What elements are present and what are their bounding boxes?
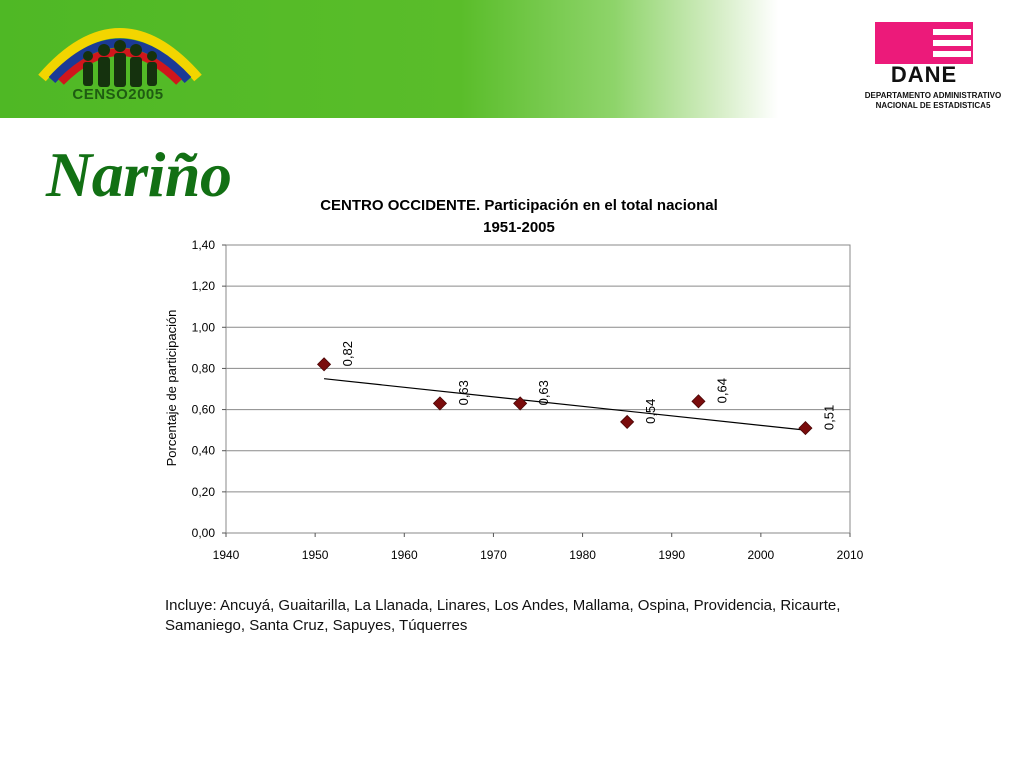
x-tick-label: 2010 <box>837 548 864 562</box>
x-tick-label: 1970 <box>480 548 507 562</box>
y-tick-label: 1,00 <box>192 320 216 334</box>
x-tick-label: 2000 <box>748 548 775 562</box>
plot-area <box>225 244 851 534</box>
footnote: Incluye: Ancuyá, Guaitarilla, La Llanada… <box>165 597 841 634</box>
data-point <box>620 414 635 429</box>
data-label: 0,82 <box>340 341 355 366</box>
dane-subtitle: DEPARTAMENTO ADMINISTRATIVO NACIONAL DE … <box>850 91 1016 111</box>
data-point <box>691 394 706 409</box>
x-tick-label: 1940 <box>213 548 240 562</box>
y-tick-label: 0,40 <box>192 444 216 458</box>
y-tick-label: 1,20 <box>192 279 216 293</box>
data-label: 0,64 <box>714 378 729 403</box>
data-label: 0,63 <box>536 380 551 405</box>
y-tick-label: 1,40 <box>192 238 216 252</box>
y-tick-label: 0,60 <box>192 403 216 417</box>
x-tick-label: 1950 <box>302 548 329 562</box>
censo-logo <box>38 28 202 87</box>
data-label: 0,51 <box>821 405 836 430</box>
trend-line <box>323 378 806 431</box>
dane-logo <box>875 22 973 84</box>
data-label: 0,63 <box>456 380 471 405</box>
dane-subtitle-line1: DEPARTAMENTO ADMINISTRATIVO <box>864 91 1002 100</box>
data-point <box>432 396 448 411</box>
page-title: Nariño <box>46 139 232 210</box>
y-axis-label: Porcentaje de participación <box>164 310 179 467</box>
chart-title-line2: 1951-2005 <box>483 219 555 236</box>
data-label: 0,54 <box>643 399 658 424</box>
data-point <box>513 396 528 411</box>
censo-label: CENSO2005 <box>72 86 164 103</box>
dane-subtitle-line2: NACIONAL DE ESTADISTICA5 <box>875 101 991 110</box>
x-tick-label: 1960 <box>391 548 418 562</box>
y-tick-label: 0,80 <box>192 361 216 375</box>
x-tick-label: 1990 <box>658 548 685 562</box>
data-point <box>316 357 332 372</box>
data-point <box>798 421 813 436</box>
x-tick-label: 1980 <box>569 548 596 562</box>
y-tick-label: 0,20 <box>192 485 216 499</box>
chart-title-line1: CENTRO OCCIDENTE. Participación en el to… <box>320 197 718 214</box>
dane-label: DANE <box>890 62 958 87</box>
y-tick-label: 0,00 <box>192 526 216 540</box>
